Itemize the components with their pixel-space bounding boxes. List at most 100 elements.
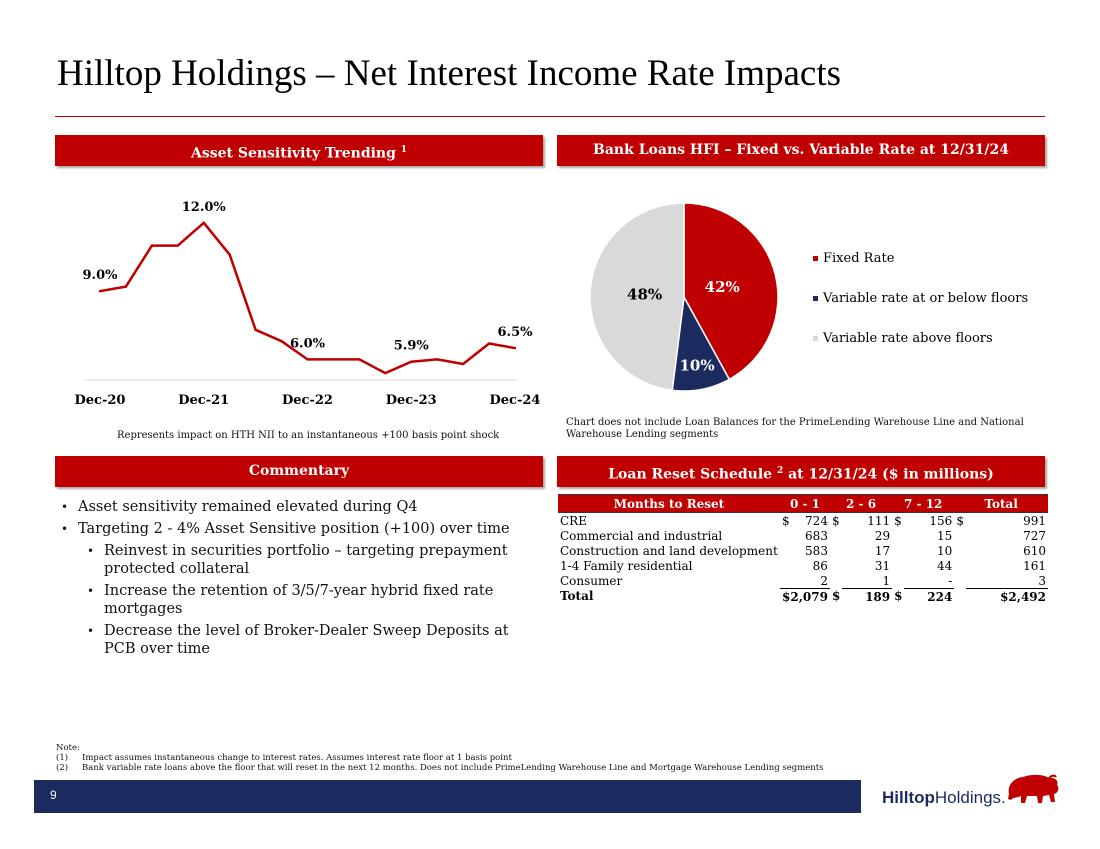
footer-bar: 9 [34,780,861,813]
footnote-ref-2: 2 [776,466,784,476]
commentary-list: Asset sensitivity remained elevated duri… [56,498,526,662]
header-total: Total [954,494,1048,513]
data-point [358,358,361,361]
currency-symbol [892,528,904,543]
footnote-ref-1: 1 [400,145,408,155]
commentary-sub-bullet: Increase the retention of 3/5/7-year hyb… [87,582,526,618]
value-total: 727 [1023,528,1046,543]
table-row: Commercial and industrial 683 29 15 727 [558,528,1048,543]
commentary-header: Commentary [55,456,543,487]
currency-symbol [892,543,904,558]
bank-loans-caption-line2: Warehouse Lending segments [566,429,719,440]
asset-sensitivity-line-chart: 9.0% 12.0% 6.0% 5.9% 6.5% Dec-20 Dec-21 Dec-22 D… [75,200,541,408]
currency-symbol [954,528,966,543]
value-0-1: 683 [805,528,828,543]
value-0-1: 2 [791,573,830,589]
value-2-6: 111 [867,513,891,528]
currency-symbol [830,573,842,589]
header-months-to-reset: Months to Reset [558,494,780,513]
total-0-1: $2,079 [782,589,828,604]
value-7-12: - [904,573,955,589]
currency-symbol: $ [894,513,902,528]
loan-reset-title-post: at 12/31/24 ($ in millions) [788,466,994,483]
loan-reset-header: Loan Reset Schedule 2 at 12/31/24 ($ in … [557,456,1045,487]
page-number: 9 [50,788,57,802]
total-total: $2,492 [1000,589,1046,604]
legend-swatch [813,336,818,341]
value-total: 991 [1023,513,1046,528]
currency-symbol: $ [831,589,841,604]
value-7-12: 15 [937,528,953,543]
data-point [98,289,102,293]
currency-symbol [954,573,966,589]
bank-loans-caption: Chart does not include Loan Balances for… [566,417,1024,441]
row-label: 1-4 Family residential [560,558,693,573]
value-2-6: 31 [874,558,891,573]
row-label: Consumer [560,573,623,588]
value-0-1: 724 [805,513,828,528]
x-tick-label: Dec-23 [386,393,437,408]
footnote-2-number: (2) [56,763,69,773]
data-point [461,362,465,366]
header-7-12: 7 - 12 [892,494,955,513]
page-title: Hilltop Holdings – Net Interest Income R… [57,53,842,94]
currency-symbol [892,558,904,573]
notes-heading: Note: [56,743,80,753]
header-2-6: 2 - 6 [829,494,893,513]
currency-symbol: $ [781,513,790,528]
legend-swatch [813,256,818,261]
asset-sensitivity-caption: Represents impact on HTH NII to an insta… [117,430,500,441]
data-label: 12.0% [182,200,227,215]
x-tick-label: Dec-20 [75,393,126,408]
x-tick-label: Dec-22 [282,393,333,408]
asset-sensitivity-title: Asset Sensitivity Trending [190,145,396,162]
footnotes: Note: (1) Impact assumes instantaneous ch… [56,743,824,773]
footnote-1-number: (1) [56,753,69,763]
data-label: 5.9% [394,339,430,354]
data-point [228,253,231,256]
commentary-title: Commentary [248,463,350,479]
currency-symbol [830,558,842,573]
footnote-2: (2) Bank variable rate loans above the fl… [56,763,824,773]
loan-mix-pie-chart: 42% 10% 48% Fixed Rate Variable rate at or b… [589,202,1028,392]
data-label: 9.0% [83,268,119,283]
value-total: 161 [1023,558,1046,573]
table-row: Consumer 2 1 - 3 [558,573,1048,589]
table-row: Construction and land development 583 17… [558,543,1048,558]
currency-symbol [779,573,792,589]
data-point [280,340,283,343]
value-7-12: 156 [929,513,953,528]
row-label: Construction and land development [560,543,778,558]
value-7-12: 10 [937,543,953,558]
legend-swatch [813,296,818,301]
data-point [435,358,439,361]
value-0-1: 86 [812,558,828,573]
data-point [150,244,154,247]
currency-symbol [780,543,792,558]
commentary-bullet-text: Targeting 2 - 4% Asset Sensitive positio… [78,521,510,537]
footnote-1: (1) Impact assumes instantaneous change t… [56,753,824,763]
currency-symbol [954,543,966,558]
pie-slice [683,202,779,381]
currency-symbol [830,543,842,558]
data-point [124,285,128,288]
data-label: 6.5% [498,325,534,340]
hilltop-logo: HilltopHoldings. [882,788,1006,808]
row-label: CRE [560,513,587,528]
value-2-6: 1 [842,573,893,589]
value-total: 3 [966,573,1048,589]
data-point [332,358,335,361]
legend-label: Variable rate at or below floors [822,291,1028,306]
asset-sensitivity-header: Asset Sensitivity Trending 1 [55,135,543,166]
currency-symbol [780,558,792,573]
total-label: Total [560,589,594,604]
table-row: CRE $ 724 $ 111 $ 156 $ 991 [558,513,1048,529]
data-point [410,360,413,363]
currency-symbol: $ [831,513,840,528]
pie-slice-label: 48% [627,286,662,304]
legend-label: Fixed Rate [823,251,895,266]
value-2-6: 17 [874,543,891,558]
footnote-1-text: Impact assumes instantaneous change to i… [82,753,512,763]
data-point [254,328,257,332]
table-header-row: Months to Reset 0 - 1 2 - 6 7 - 12 Total [558,494,1048,513]
